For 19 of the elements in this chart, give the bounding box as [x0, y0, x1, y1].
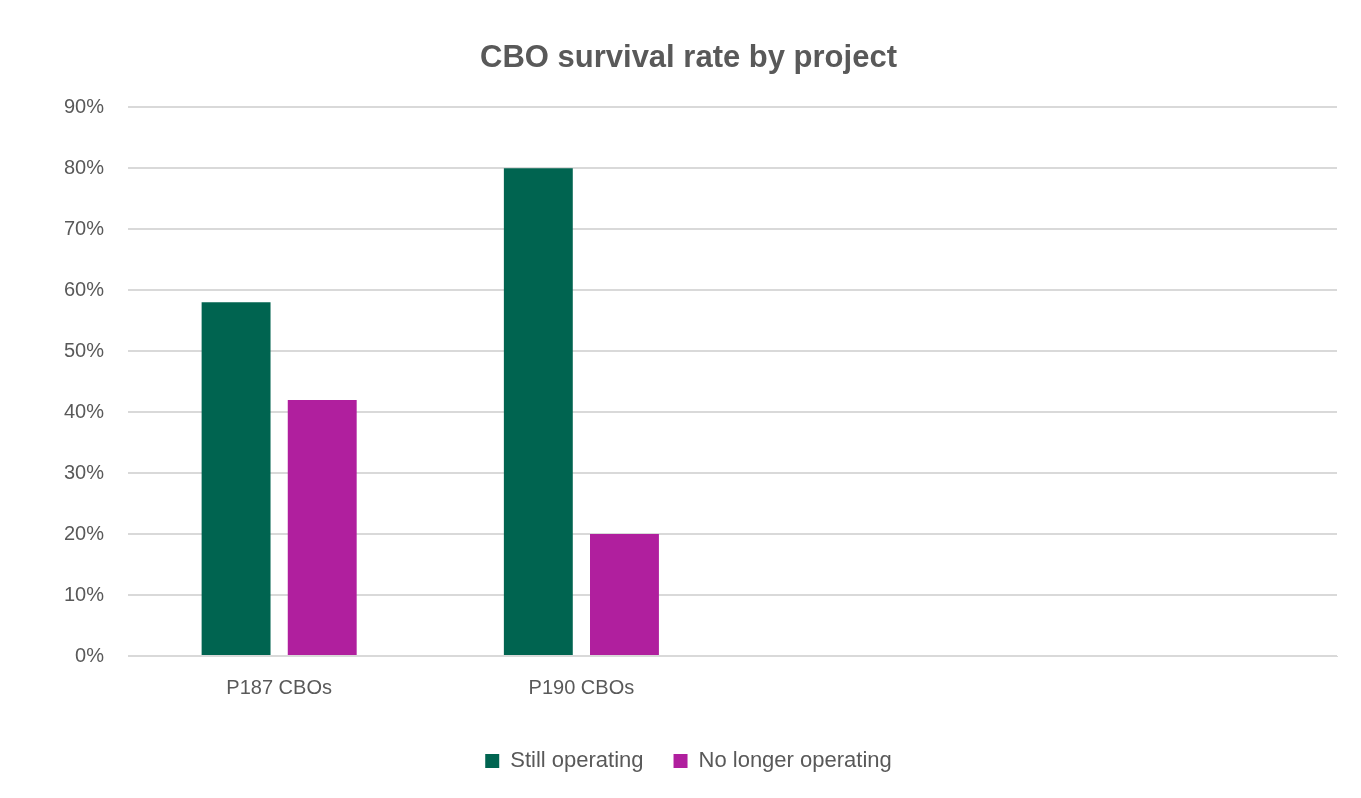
chart-title: CBO survival rate by project — [480, 39, 897, 75]
x-tick-label: P187 CBOs — [226, 675, 332, 698]
y-tick-label: 50% — [64, 338, 105, 361]
x-tick-label: P190 CBOs — [528, 675, 635, 698]
legend-label: No longer operating — [698, 747, 892, 773]
y-tick-label: 90% — [64, 94, 105, 117]
y-tick-label: 20% — [64, 521, 105, 544]
legend-label: Still operating — [510, 747, 644, 773]
y-tick-label: 0% — [75, 643, 105, 666]
y-tick-label: 10% — [64, 582, 105, 605]
bar — [287, 399, 357, 655]
y-tick-label: 40% — [64, 399, 105, 422]
y-tick-label: 60% — [64, 277, 105, 300]
y-tick-label: 70% — [64, 216, 105, 239]
y-tick-label: 30% — [64, 460, 105, 483]
bar — [201, 302, 271, 655]
y-tick-label: 80% — [64, 155, 105, 178]
bar — [590, 534, 659, 655]
bar — [503, 168, 573, 655]
